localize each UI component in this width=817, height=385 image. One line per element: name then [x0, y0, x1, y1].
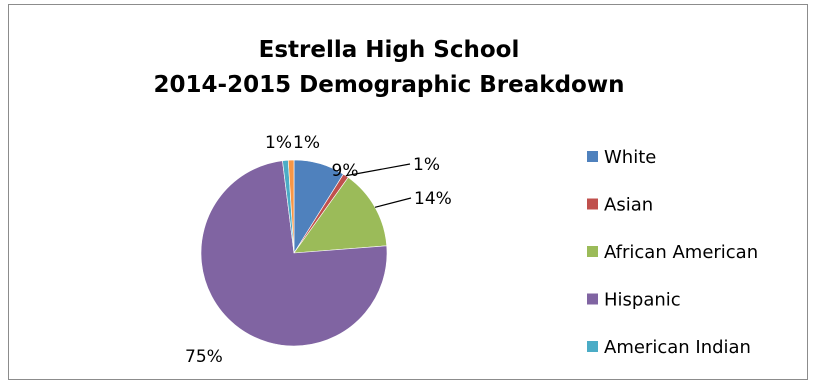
legend-label: Hispanic — [604, 290, 681, 311]
chart-area: Estrella High School 2014-2015 Demograph… — [8, 4, 808, 380]
legend: White Asian African American Hispanic Americ… — [587, 147, 758, 358]
data-labels: 9% 1%14%75%1% 1% — [185, 133, 452, 367]
legend-swatch — [587, 198, 598, 210]
pie-slices — [200, 159, 388, 347]
legend-label: Asian — [604, 195, 653, 216]
pie-slice-other — [287, 159, 295, 254]
leader-lines — [345, 163, 412, 208]
legend-swatch — [587, 341, 598, 352]
leader-line — [374, 197, 412, 208]
chart-title: Estrella High School — [259, 37, 520, 63]
legend-label: African American — [604, 242, 758, 263]
data-label: 75% — [185, 347, 223, 367]
legend-swatch — [587, 246, 598, 257]
legend-swatch — [587, 293, 598, 305]
pie-slice-african-american — [293, 177, 388, 254]
legend-label: White — [604, 147, 656, 168]
pie-chart: Estrella High School 2014-2015 Demograph… — [154, 37, 759, 367]
data-label: 1% — [293, 133, 320, 153]
data-label: 14% — [414, 189, 452, 209]
legend-label: American Indian — [604, 337, 751, 358]
legend-swatch — [587, 151, 598, 162]
data-label: 1% — [265, 133, 292, 153]
chart-subtitle: 2014-2015 Demographic Breakdown — [154, 72, 625, 98]
data-label: 1% — [413, 155, 440, 175]
pie-slice-hispanic — [200, 160, 388, 347]
data-label: 9% — [332, 161, 359, 181]
leader-line — [345, 163, 411, 177]
